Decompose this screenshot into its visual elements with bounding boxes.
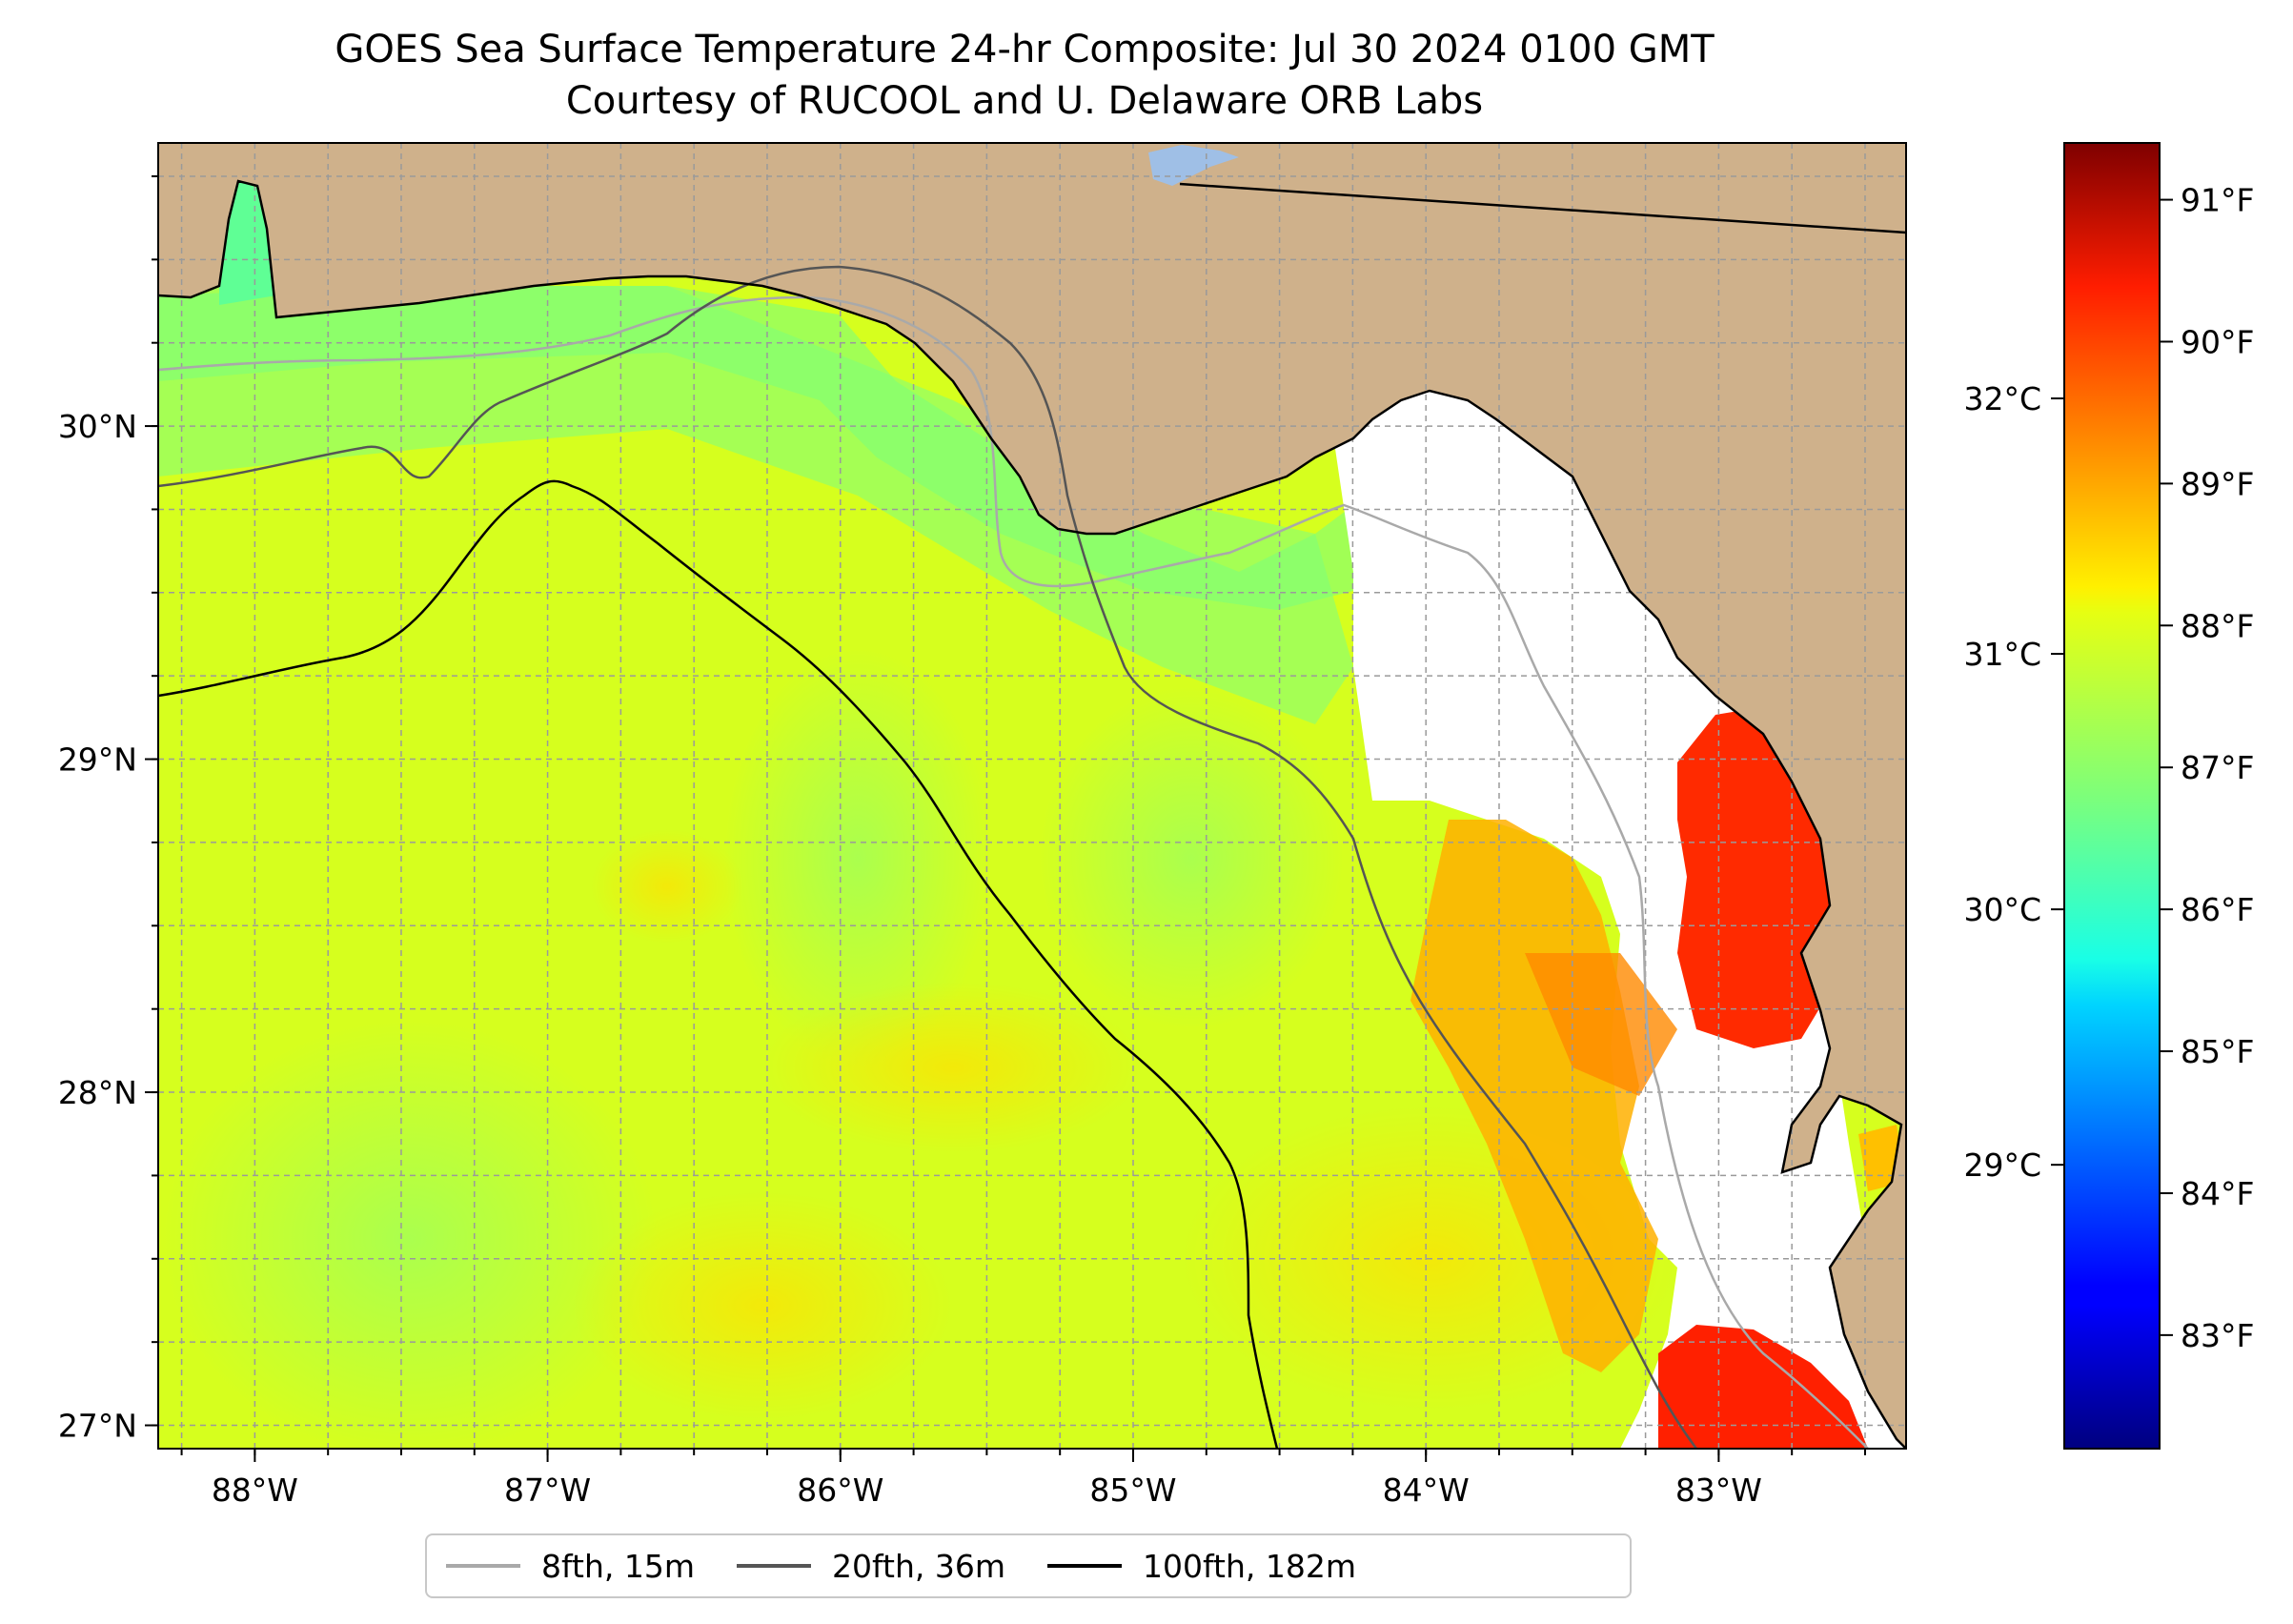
legend-swatch: [446, 1564, 520, 1568]
latitude-axis: 27°N 28°N 29°N 30°N: [58, 174, 158, 1445]
lat-tick-label: 28°N: [58, 1074, 137, 1111]
lon-tick-label: 86°W: [797, 1472, 883, 1509]
land: [158, 143, 1906, 1449]
colorbar-f-tick-label: 90°F: [2181, 323, 2254, 360]
colorbar-frame: [2063, 142, 2161, 1450]
isobath-8fth: [158, 295, 1869, 1449]
colorbar-celsius-axis: 29°C 30°C 31°C 32°C: [1963, 380, 2064, 1184]
lat-tick-label: 30°N: [58, 408, 137, 445]
coastal-cool-strip: [158, 286, 1353, 610]
lat-tick-label: 29°N: [58, 741, 137, 779]
warm-patch: [1525, 953, 1677, 1096]
gridlines: [158, 143, 1906, 1449]
colorbar-f-tick-label: 88°F: [2181, 607, 2254, 644]
coastline: [158, 179, 1906, 1449]
colorbar-c-tick-label: 32°C: [1963, 380, 2041, 417]
legend-item-8fth: 8fth, 15m: [446, 1548, 695, 1585]
colorbar-f-tick-label: 91°F: [2181, 182, 2254, 219]
isobath-20fth: [158, 265, 1698, 1449]
state-border: [1179, 182, 1906, 234]
legend-item-20fth: 20fth, 36m: [737, 1548, 1005, 1585]
map-subtitle: Courtesy of RUCOOL and U. Delaware ORB L…: [565, 79, 1484, 123]
legend-item-100fth: 100fth, 182m: [1047, 1548, 1356, 1585]
colorbar-f-tick-label: 87°F: [2181, 749, 2254, 786]
lon-tick-label: 84°W: [1383, 1472, 1470, 1509]
legend: 8fth, 15m 20fth, 36m 100fth, 182m: [425, 1533, 1632, 1598]
hot-patch: [1658, 1325, 1868, 1449]
warm-zone: [572, 1191, 953, 1420]
colorbar-f-tick-label: 84°F: [2181, 1175, 2254, 1212]
map-title: GOES Sea Surface Temperature 24-hr Compo…: [335, 28, 1715, 71]
map-area: [158, 143, 1906, 1449]
warm-zone: [591, 829, 743, 944]
lon-tick-label: 83°W: [1675, 1472, 1762, 1509]
lat-tick-label: 27°N: [58, 1408, 137, 1445]
legend-label: 20fth, 36m: [832, 1547, 1006, 1585]
legend-label: 8fth, 15m: [541, 1547, 696, 1585]
isobath-100fth: [158, 479, 1279, 1449]
colorbar-c-tick-label: 30°C: [1963, 891, 2041, 928]
legend-swatch: [1047, 1564, 1123, 1568]
cool-zone: [1039, 686, 1344, 1029]
colorbar-f-tick-label: 89°F: [2181, 465, 2254, 502]
legend-label: 100fth, 182m: [1143, 1547, 1357, 1585]
lake: [1148, 145, 1239, 186]
cool-zone: [158, 286, 1353, 724]
colorbar-fahrenheit-axis: 83°F 84°F 85°F 86°F 87°F 88°F 89°F 90°F 91°F: [2160, 182, 2254, 1354]
longitude-axis: 88°W 87°W 86°W 85°W 84°W 83°W: [180, 1449, 1866, 1509]
lon-tick-label: 87°W: [504, 1472, 591, 1509]
colorbar-f-tick-label: 85°F: [2181, 1033, 2254, 1070]
cool-zone: [162, 1020, 658, 1449]
lon-tick-label: 88°W: [212, 1472, 298, 1509]
colorbar-c-tick-label: 29°C: [1963, 1147, 2041, 1184]
lon-tick-label: 85°W: [1089, 1472, 1176, 1509]
map-frame: [157, 142, 1907, 1450]
colorbar-f-tick-label: 83°F: [2181, 1317, 2254, 1354]
colorbar-f-tick-label: 86°F: [2181, 891, 2254, 928]
no-data-region: [1329, 381, 1906, 1449]
warm-zone: [762, 982, 1144, 1153]
colorbar-c-tick-label: 31°C: [1963, 636, 2041, 673]
legend-swatch: [737, 1564, 812, 1568]
cool-zone: [724, 648, 991, 1067]
colorbar: [2064, 143, 2160, 1449]
